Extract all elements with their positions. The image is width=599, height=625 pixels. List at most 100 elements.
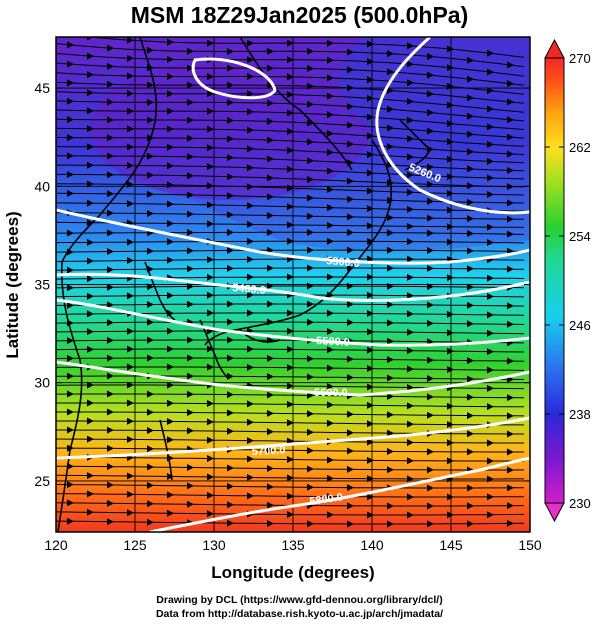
stream-arrow [487,238,494,246]
stream-arrow [507,412,514,420]
stream-arrow [147,152,154,160]
stream-arrow [487,174,494,182]
stream-arrow [347,177,354,185]
stream-arrow [307,212,314,220]
stream-arrow [367,255,374,263]
stream-arrow [387,282,394,290]
y-axis-title: Latitude (degrees) [3,211,22,358]
stream-arrow [287,146,294,154]
stream-arrow [227,354,234,362]
stream-arrow [507,183,514,191]
contour-5700 [56,416,530,460]
stream-arrow [507,357,514,365]
stream-arrow [87,292,94,300]
stream-arrow [207,363,214,371]
streamline [56,411,525,417]
stream-arrow [87,472,94,480]
stream-arrow [87,345,94,353]
stream-arrow [427,264,434,272]
stream-arrow [467,112,474,120]
stream-arrow [107,209,114,217]
stream-arrow [147,518,154,526]
colorbar-tick-label: 270 [569,51,591,66]
stream-arrow [107,444,114,452]
stream-arrow [107,171,114,179]
stream-arrow [67,372,74,380]
stream-arrow [447,155,454,163]
stream-arrow [87,435,94,443]
stream-arrow [167,73,174,81]
stream-arrow [67,354,74,362]
stream-arrow [127,37,134,44]
stream-arrow [247,345,254,353]
stream-arrow [287,309,294,317]
stream-arrow [427,246,434,254]
colorbar-max-arrow [544,38,565,59]
stream-arrow [307,483,314,491]
stream-arrow [487,311,494,319]
stream-arrow [467,247,474,255]
stream-arrow [107,152,114,160]
stream-arrow [247,492,254,500]
stream-arrow [407,60,414,68]
stream-arrow [187,229,194,237]
stream-arrow [207,90,214,98]
stream-arrow [407,493,414,501]
stream-arrow [427,71,434,79]
stream-arrow [67,41,74,49]
stream-arrow [127,143,134,151]
stream-arrow [327,167,334,175]
stream-arrow [167,55,174,63]
stream-arrow [487,439,494,447]
stream-arrow [207,491,214,499]
stream-arrow [207,418,214,426]
stream-arrow [107,372,114,380]
stream-arrow [267,409,274,417]
stream-arrow [407,328,414,336]
stream-arrow [147,190,154,198]
stream-arrow [147,336,154,344]
stream-arrow [147,98,154,106]
stream-arrow [467,148,474,156]
stream-arrow [87,275,94,283]
stream-arrow [467,130,474,138]
stream-arrow [347,319,354,327]
stream-arrow [247,255,254,263]
stream-arrow [67,390,74,398]
stream-arrow [507,519,514,527]
stream-arrow [267,483,274,491]
x-tick-label: 135 [281,537,305,553]
stream-arrow [247,400,254,408]
stream-arrow [267,155,274,163]
stream-arrow [367,346,374,354]
stream-arrow [467,393,474,401]
stream-arrow [107,319,114,327]
stream-arrow [387,466,394,474]
stream-arrow [327,511,334,519]
stream-arrow [347,410,354,418]
stream-arrow [387,68,394,76]
stream-arrow [247,220,254,228]
stream-arrow [87,399,94,407]
stream-arrow [267,211,274,219]
stream-arrow [187,153,194,161]
stream-arrow [347,374,354,382]
stream-arrow [167,238,174,246]
stream-arrow [407,153,414,161]
stream-arrow [167,399,174,407]
stream-arrow [447,274,454,282]
stream-arrow [227,300,234,308]
stream-arrow [247,363,254,371]
streamline [56,465,525,471]
stream-arrow [427,145,434,153]
streamline [56,173,525,188]
stream-arrow [127,472,134,480]
stream-arrow [267,300,274,308]
stream-arrow [367,40,374,48]
y-tick-label: 30 [34,375,50,391]
stream-arrow [167,472,174,480]
stream-arrow [267,47,274,55]
map-title: MSM 18Z29Jan2025 (500.0hPa) [130,2,469,28]
stream-arrow [67,337,74,345]
stream-arrow [467,56,474,64]
